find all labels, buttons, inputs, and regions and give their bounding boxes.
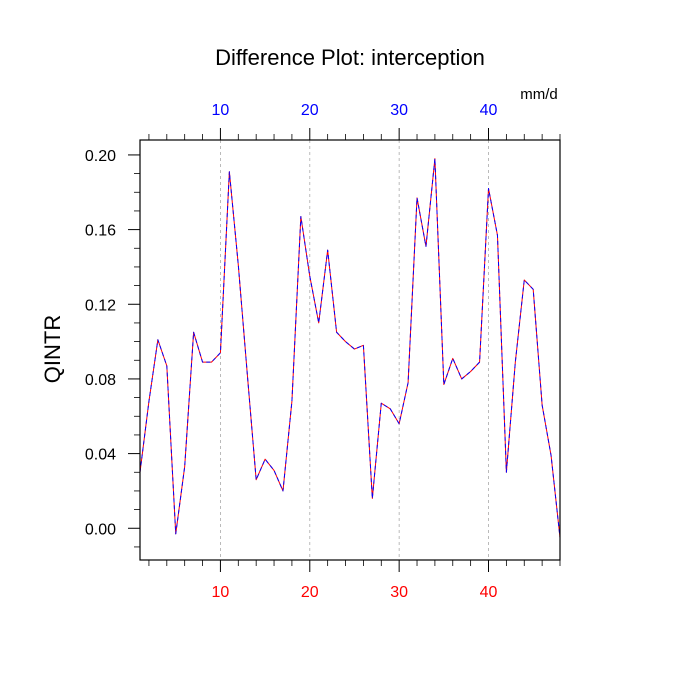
plot-frame [139,139,561,561]
x-tick-label-bottom: 20 [301,584,319,601]
x-tick-label-top: 40 [480,102,498,119]
series-lines [139,158,561,538]
y-tick-label: 0.16 [85,223,116,240]
chart-title: Difference Plot: interception [215,45,485,70]
y-tick-label: 0.20 [85,148,116,165]
x-tick-label-bottom: 30 [390,584,408,601]
series-line-2 [139,158,561,538]
series-line-1 [139,158,561,538]
x-tick-label-top: 20 [301,102,319,119]
units-label: mm/d [520,86,558,103]
grid-lines [220,140,489,560]
y-tick-label: 0.00 [85,521,116,538]
x-tick-label-bottom: 40 [480,584,498,601]
y-tick-label: 0.08 [85,372,116,389]
y-axis-label: QINTR [40,315,65,383]
y-tick-label: 0.12 [85,297,116,314]
tick-labels: 10 10 20 20 30 30 40 40 0.00 0.04 0.08 0.12 0.16 0.20 [85,102,498,601]
x-tick-label-top: 30 [390,102,408,119]
x-tick-label-top: 10 [212,102,230,119]
y-tick-label: 0.04 [85,447,116,464]
axis-ticks [128,128,561,572]
x-tick-label-bottom: 10 [212,584,230,601]
